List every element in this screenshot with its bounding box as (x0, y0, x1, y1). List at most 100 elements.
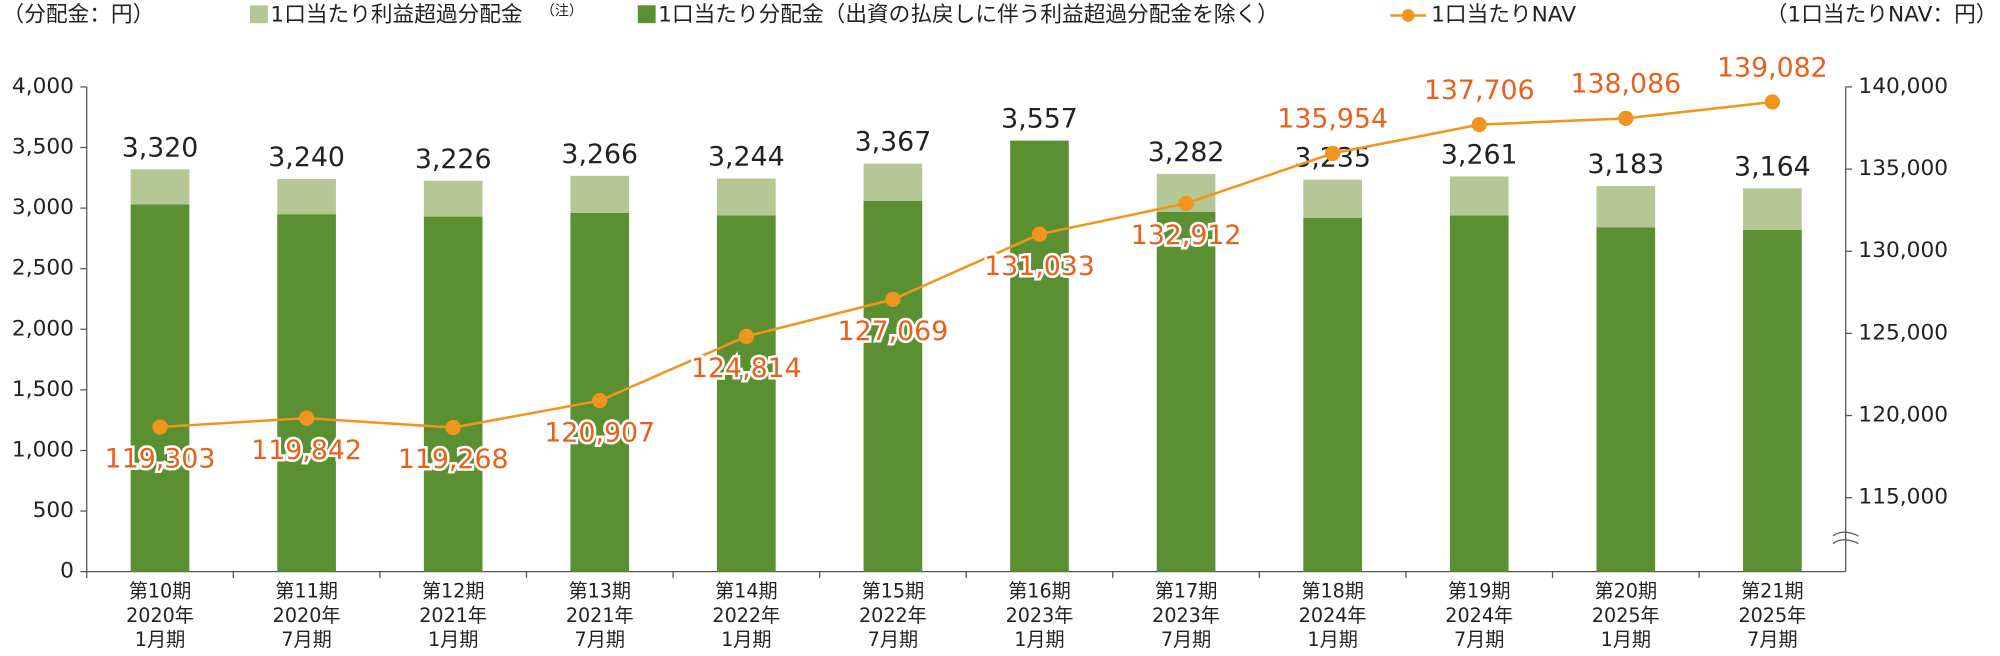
total-label: 3,183 (1587, 149, 1664, 180)
nav-label: 119,842 (251, 435, 362, 466)
y-tick-label: 0 (60, 559, 74, 584)
x-tick-label: 1月期 (1307, 628, 1357, 651)
x-tick-label: 2020年 (126, 604, 194, 627)
x-tick-label: 第13期 (568, 580, 631, 603)
bar-segment (423, 180, 483, 217)
x-tick-label: 第17期 (1155, 580, 1218, 603)
x-tick-label: 2025年 (1738, 604, 1806, 627)
total-label: 3,320 (122, 132, 199, 163)
bar-segment (1743, 229, 1802, 572)
x-tick-label: 7月期 (868, 628, 918, 651)
y2-tick-label: 140,000 (1858, 74, 1948, 99)
x-tick-label: 7月期 (1454, 628, 1504, 651)
nav-marker (1471, 116, 1487, 133)
bar-segment (863, 163, 923, 201)
x-tick-label: 第11期 (275, 580, 338, 603)
legend-swatch (637, 5, 656, 24)
x-tick-label: 第18期 (1301, 580, 1364, 603)
y2-tick-label: 135,000 (1858, 156, 1948, 181)
nav-marker (298, 410, 315, 426)
bar-segment (1156, 211, 1216, 572)
x-tick-label: 2024年 (1445, 604, 1513, 627)
nav-marker (1764, 94, 1781, 110)
total-label: 3,164 (1734, 151, 1811, 182)
y-tick-label: 1,500 (12, 377, 74, 402)
x-tick-label: 7月期 (1161, 628, 1211, 651)
y-tick-label: 4,000 (12, 74, 74, 99)
y2-tick-label: 125,000 (1858, 320, 1948, 345)
nav-label: 137,706 (1424, 75, 1535, 106)
bar-segment (423, 216, 483, 572)
y2-tick-label: 130,000 (1858, 238, 1948, 263)
x-tick-label: 1月期 (135, 628, 185, 651)
nav-label: 120,907 (544, 417, 655, 448)
total-label: 3,244 (708, 142, 785, 173)
x-tick-label: 2025年 (1592, 604, 1660, 627)
x-tick-label: 1月期 (1014, 628, 1064, 651)
x-tick-label: 第15期 (862, 580, 925, 603)
x-tick-label: 2023年 (1152, 604, 1220, 627)
bar-segment (716, 215, 776, 572)
legend-label: 1口当たり分配金（出資の払戻しに伴う利益超過分配金を除く） (658, 2, 1279, 27)
nav-marker (738, 328, 754, 345)
bar-segment (1596, 227, 1656, 572)
bar-segment (716, 178, 776, 216)
legend-label: 1口当たりNAV (1431, 2, 1576, 27)
nav-marker (1324, 145, 1341, 162)
bar-segment (1743, 188, 1802, 230)
x-tick-label: 第12期 (422, 580, 485, 603)
x-tick-label: 2021年 (419, 604, 487, 627)
x-tick-label: 2024年 (1299, 604, 1367, 627)
bar-segment (1010, 140, 1069, 572)
total-label: 3,557 (1001, 104, 1078, 135)
nav-marker (592, 392, 608, 409)
legend-note: （注） (541, 4, 583, 20)
legend-label: 1口当たり利益超過分配金 (270, 2, 523, 27)
nav-label: 138,086 (1570, 69, 1681, 100)
x-tick-label: 第19期 (1448, 580, 1511, 603)
legend-marker (1401, 9, 1415, 22)
x-tick-label: 7月期 (575, 628, 625, 651)
y-tick-label: 500 (33, 498, 74, 523)
x-tick-label: 第20期 (1595, 580, 1658, 603)
x-tick-label: 第21期 (1741, 580, 1804, 603)
bar-segment (570, 175, 630, 213)
nav-marker (1618, 110, 1634, 127)
y2-tick-label: 120,000 (1858, 403, 1948, 428)
y-tick-label: 2,500 (12, 256, 74, 281)
x-tick-label: 第10期 (129, 580, 192, 603)
bar-segment (277, 179, 336, 215)
nav-marker (1031, 226, 1048, 242)
nav-label: 119,303 (105, 444, 216, 475)
nav-marker (1178, 195, 1194, 212)
y-tick-label: 1,000 (12, 437, 74, 462)
x-tick-label: 第16期 (1008, 580, 1071, 603)
total-label: 3,367 (855, 127, 932, 158)
total-label: 3,261 (1441, 140, 1518, 171)
x-tick-label: 2023年 (1006, 604, 1074, 627)
nav-label: 132,912 (1131, 220, 1242, 251)
bar-segment (1303, 179, 1362, 218)
nav-label: 119,268 (398, 444, 509, 475)
x-tick-label: 1月期 (1601, 628, 1651, 651)
x-tick-label: 1月期 (721, 628, 771, 651)
x-tick-label: 第14期 (715, 580, 778, 603)
x-tick-label: 7月期 (1747, 628, 1797, 651)
y-tick-label: 3,500 (12, 135, 74, 160)
x-tick-label: 7月期 (281, 628, 331, 651)
bar-segment (1449, 176, 1509, 216)
total-label: 3,266 (561, 139, 638, 170)
nav-marker (445, 419, 461, 436)
nav-marker (152, 419, 168, 435)
total-label: 3,240 (268, 142, 345, 173)
nav-label: 139,082 (1717, 52, 1828, 83)
x-tick-label: 2020年 (273, 604, 341, 627)
x-tick-label: 2022年 (712, 604, 780, 627)
x-tick-label: 1月期 (428, 628, 478, 651)
x-tick-label: 2022年 (859, 604, 927, 627)
nav-marker (885, 291, 901, 308)
bar-segment (130, 169, 190, 205)
x-tick-label: 2021年 (566, 604, 634, 627)
nav-label: 135,954 (1277, 104, 1388, 135)
y-axis-label: （分配金：円） (3, 2, 155, 27)
